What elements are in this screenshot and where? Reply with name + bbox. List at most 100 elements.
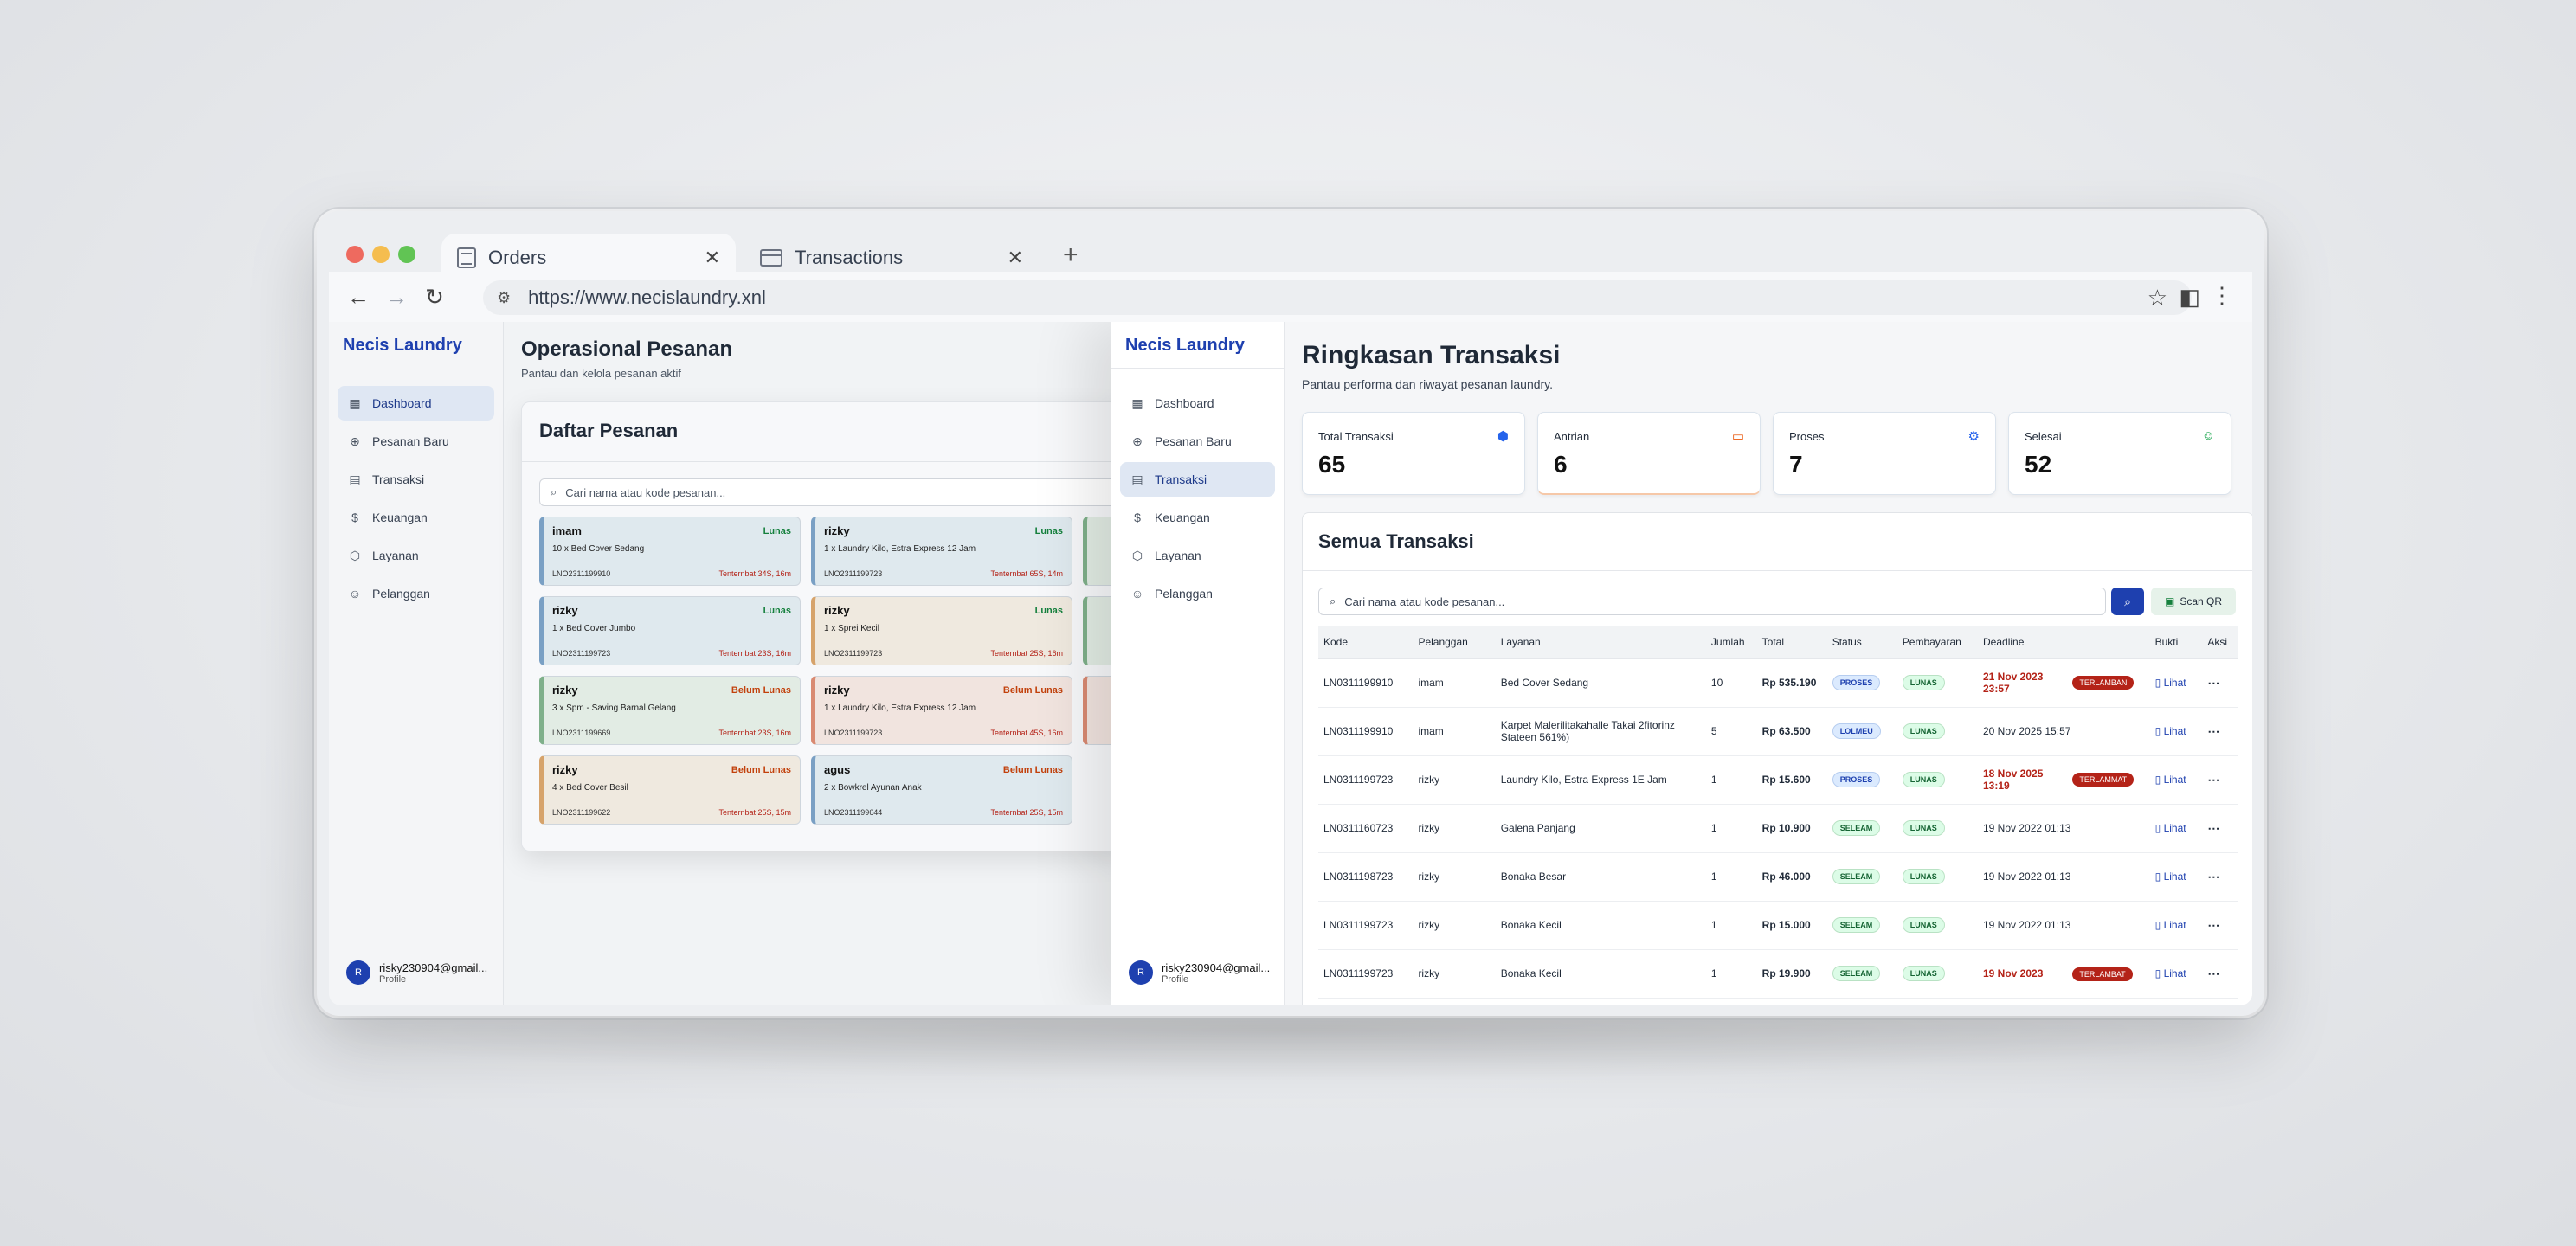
- row-actions-icon[interactable]: ⋯: [2202, 901, 2238, 950]
- col-header[interactable]: Aksi: [2202, 626, 2238, 659]
- sidebar-item-pelanggan[interactable]: ☺ Pelanggan: [1120, 576, 1275, 611]
- row-actions-icon[interactable]: ⋯: [2202, 949, 2238, 999]
- search-input[interactable]: ⌕ Cari nama atau kode pesanan...: [539, 478, 1128, 506]
- back-icon[interactable]: ←: [347, 283, 370, 310]
- view-proof-link[interactable]: Lihat: [2163, 677, 2186, 689]
- order-card[interactable]: rizky Belum Lunas 4 x Bed Cover Besil LN…: [539, 755, 801, 825]
- col-header[interactable]: Status: [1826, 626, 1897, 659]
- sidebar-item-transaksi[interactable]: ▤ Transaksi: [338, 462, 494, 497]
- row-actions-icon[interactable]: ⋯: [2202, 707, 2238, 756]
- sidebar-item-layanan[interactable]: ⬡ Layanan: [1120, 538, 1275, 573]
- row-actions-icon[interactable]: ⋯: [2202, 804, 2238, 853]
- order-card[interactable]: imam Lunas 10 x Bed Cover Sedang LNO2311…: [539, 517, 801, 586]
- scan-qr-button[interactable]: ▣ Scan QR: [2151, 588, 2236, 615]
- cell-bukti[interactable]: ▯ Lihat: [2149, 901, 2203, 950]
- sidebar-item-keuangan[interactable]: $ Keuangan: [338, 500, 494, 535]
- cell-bukti[interactable]: ▯ Lihat: [2149, 852, 2203, 902]
- sidebar-item-dashboard[interactable]: ▦ Dashboard: [338, 386, 494, 421]
- late-badge: TERLAMBAN: [2072, 676, 2135, 690]
- sidebar-item-transaksi[interactable]: ▤ Transaksi: [1120, 462, 1275, 497]
- col-header[interactable]: Kode: [1318, 626, 1414, 659]
- sidebar-item-label: Dashboard: [1155, 396, 1214, 410]
- minimize-window-button[interactable]: [372, 246, 390, 263]
- col-header[interactable]: Layanan: [1495, 626, 1706, 659]
- payment-status: Belum Lunas: [731, 765, 791, 775]
- bookmark-star-icon[interactable]: ☆: [2147, 284, 2167, 311]
- cell-jumlah: 1: [1705, 949, 1757, 999]
- payment-badge: LUNAS: [1902, 772, 1945, 787]
- table-row[interactable]: LN0311199723 rizky Laundry Kilo, Estra E…: [1318, 755, 2238, 805]
- view-proof-link[interactable]: Lihat: [2163, 870, 2186, 883]
- sidebar-item-label: Keuangan: [372, 511, 428, 524]
- forward-icon[interactable]: →: [385, 283, 408, 310]
- col-header[interactable]: Pelanggan: [1413, 626, 1496, 659]
- order-card[interactable]: agus Belum Lunas 2 x Bowkrel Ayunan Anak…: [811, 755, 1072, 825]
- sidebar-item-keuangan[interactable]: $ Keuangan: [1120, 500, 1275, 535]
- table-row[interactable]: LN0311199910 imam Karpet Malerilitakahal…: [1318, 707, 2238, 756]
- order-code: LNO2311199622: [552, 808, 611, 817]
- order-card[interactable]: rizky Lunas 1 x Bed Cover Jumbo LNO23111…: [539, 596, 801, 665]
- col-header[interactable]: Bukti: [2149, 626, 2203, 659]
- col-header[interactable]: Pembayaran: [1897, 626, 1978, 659]
- site-settings-icon[interactable]: ⚙: [497, 288, 512, 306]
- order-code: LNO2311199669: [552, 729, 611, 737]
- cell-bukti[interactable]: ▯ Lihat: [2149, 949, 2203, 999]
- table-row[interactable]: LN0311199910 imam Bed Cover Sedang 10 Rp…: [1318, 658, 2238, 708]
- cell-pelanggan: imam: [1413, 707, 1496, 756]
- table-row[interactable]: LN0311199723 rizky Bonaka Kecil 1 Rp 15.…: [1318, 901, 2238, 950]
- sidebar-item-pelanggan[interactable]: ☺ Pelanggan: [338, 576, 494, 611]
- view-proof-link[interactable]: Lihat: [2163, 774, 2186, 786]
- close-tab-icon[interactable]: ✕: [1007, 247, 1023, 268]
- more-menu-icon[interactable]: ⋮: [2211, 282, 2233, 308]
- view-proof-link[interactable]: Lihat: [2163, 919, 2186, 931]
- order-card[interactable]: rizky Lunas 1 x Sprei Kecil LNO231119972…: [811, 596, 1072, 665]
- profile-menu[interactable]: R risky230904@gmail... Profile: [346, 960, 487, 985]
- row-actions-icon[interactable]: ⋯: [2202, 852, 2238, 902]
- sidebar-item-dashboard[interactable]: ▦ Dashboard: [1120, 386, 1275, 421]
- reload-icon[interactable]: ↻: [425, 283, 444, 310]
- side-panel-icon[interactable]: ◧: [2179, 284, 2200, 310]
- cell-bukti[interactable]: ▯ Lihat: [2149, 707, 2203, 756]
- cell-bukti[interactable]: ▯ Lihat: [2149, 658, 2203, 708]
- maximize-window-button[interactable]: [398, 246, 415, 263]
- view-proof-link[interactable]: Lihat: [2163, 725, 2186, 737]
- row-actions-icon[interactable]: ⋯: [2202, 755, 2238, 805]
- cell-kode: LN0311199910: [1318, 658, 1414, 708]
- search-input[interactable]: ⌕ Cari nama atau kode pesanan...: [1318, 588, 2106, 615]
- search-button[interactable]: ⌕: [2111, 588, 2144, 615]
- close-window-button[interactable]: [346, 246, 364, 263]
- table-row[interactable]: LN0311198723 rizky Bonaka Besar 1 Rp 46.…: [1318, 852, 2238, 902]
- dollar-icon: $: [351, 511, 358, 524]
- tab-strip: Orders ✕ Transactions ✕ +: [329, 222, 2252, 282]
- order-card[interactable]: rizky Belum Lunas 1 x Laundry Kilo, Estr…: [811, 676, 1072, 745]
- cell-jumlah: 1: [1705, 804, 1757, 853]
- stat-value: 52: [2025, 451, 2052, 478]
- cell-pembayaran: LUNAS: [1897, 804, 1978, 853]
- order-card[interactable]: rizky Lunas 1 x Laundry Kilo, Estra Expr…: [811, 517, 1072, 586]
- view-proof-link[interactable]: Lihat: [2163, 967, 2186, 979]
- row-actions-icon[interactable]: ⋯: [2202, 658, 2238, 708]
- cell-pelanggan: rizky: [1413, 949, 1496, 999]
- view-proof-link[interactable]: Lihat: [2163, 822, 2186, 834]
- cell-jumlah: 1: [1705, 852, 1757, 902]
- col-header[interactable]: Total: [1756, 626, 1827, 659]
- col-header[interactable]: Jumlah: [1705, 626, 1757, 659]
- table-row[interactable]: LN0311160723 rizky Galena Panjang 1 Rp 1…: [1318, 804, 2238, 853]
- url-field[interactable]: ⚙ https://www.necislaundry.xnl ☆: [483, 280, 2192, 315]
- profile-menu[interactable]: R risky230904@gmail... Profile: [1129, 960, 1270, 985]
- new-tab-button[interactable]: +: [1063, 241, 1079, 269]
- sidebar-item-layanan[interactable]: ⬡ Layanan: [338, 538, 494, 573]
- close-tab-icon[interactable]: ✕: [704, 247, 720, 268]
- avatar: R: [1129, 960, 1153, 985]
- sidebar-item-label: Pesanan Baru: [372, 434, 449, 448]
- order-card[interactable]: rizky Belum Lunas 3 x Spm - Saving Barna…: [539, 676, 801, 745]
- tab-transactions[interactable]: Transactions ✕: [744, 234, 1039, 282]
- table-row[interactable]: LN0311199723 rizky Bonaka Kecil 1 Rp 19.…: [1318, 949, 2238, 999]
- box-icon: ⬢: [1497, 429, 1509, 444]
- deadline-text: 21 Nov 2023 23:57: [1983, 671, 2044, 695]
- cell-bukti[interactable]: ▯ Lihat: [2149, 755, 2203, 805]
- cell-bukti[interactable]: ▯ Lihat: [2149, 804, 2203, 853]
- sidebar-item-pesanan-baru[interactable]: ⊕ Pesanan Baru: [1120, 424, 1275, 459]
- sidebar-item-pesanan-baru[interactable]: ⊕ Pesanan Baru: [338, 424, 494, 459]
- col-header[interactable]: Deadline: [1978, 626, 2150, 659]
